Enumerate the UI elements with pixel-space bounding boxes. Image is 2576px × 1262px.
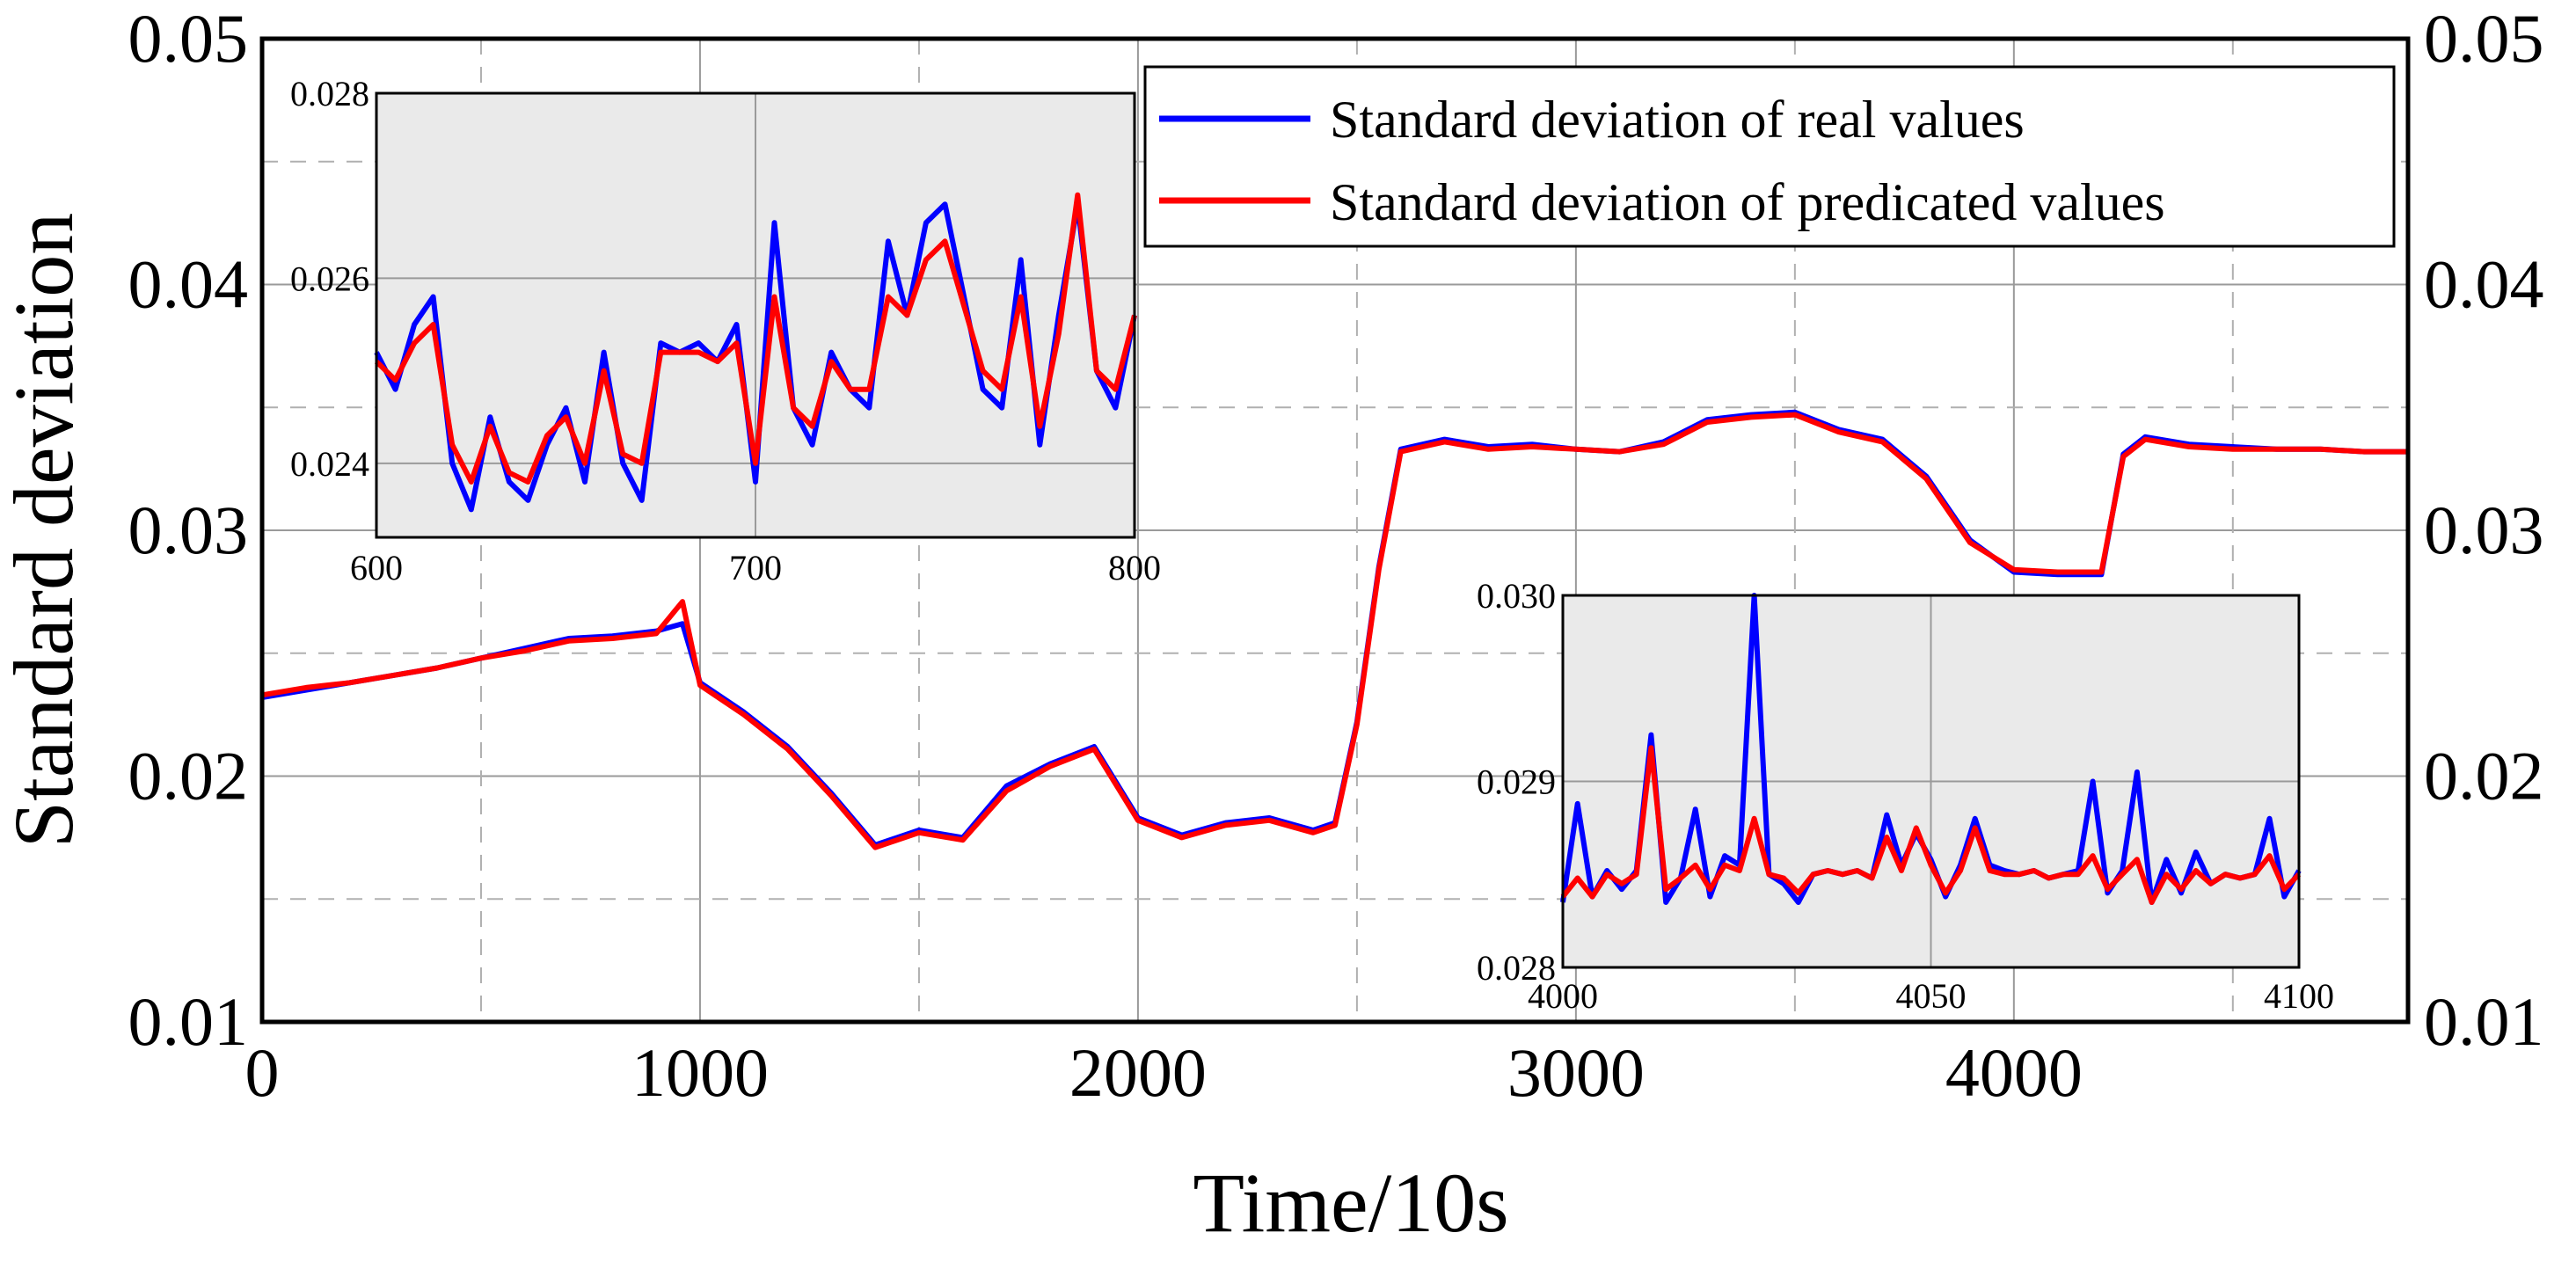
- legend: Standard deviation of real values Standa…: [1143, 65, 2396, 248]
- inset-2-ticks: 4000 4050 4100 0.028 0.029 0.030: [1477, 576, 2334, 1016]
- main-y-tick-label: 0.01: [128, 983, 249, 1060]
- x-axis-title: Time/10s: [1193, 1156, 1508, 1250]
- main-x-tick-label: 2000: [1069, 1034, 1207, 1111]
- legend-label-real: Standard deviation of real values: [1330, 91, 2025, 149]
- inset-1-ticks: 600 700 800 0.024 0.026 0.028: [290, 74, 1161, 587]
- main-right-y-tick-label: 0.05: [2424, 0, 2544, 77]
- inset-1-x-tick-label: 600: [350, 548, 403, 587]
- inset-2-x-tick-label: 4000: [1528, 976, 1598, 1016]
- main-series-predicted: [261, 412, 2408, 850]
- main-right-y-tick-label: 0.01: [2424, 983, 2544, 1060]
- main-right-y-tick-label: 0.04: [2424, 246, 2544, 323]
- inset-2-frame: [1561, 594, 2301, 969]
- main-x-tick-label: 1000: [631, 1034, 769, 1111]
- inset-1-series: [374, 192, 1137, 513]
- inset-2-y-tick-label: 0.030: [1477, 576, 1556, 616]
- main-x-tick-label: 0: [245, 1034, 280, 1111]
- inset-2-series: [1560, 593, 2302, 905]
- main-y-tick-label: 0.02: [128, 738, 249, 814]
- inset-plot-1: 600 700 800 0.024 0.026 0.028: [290, 74, 1161, 587]
- y-axis-title: Standard deviation: [0, 213, 91, 848]
- inset-1-y-tick-label: 0.024: [290, 444, 369, 484]
- inset-1-series-predicted: [374, 192, 1137, 485]
- main-right-y-tick-label: 0.02: [2424, 738, 2544, 814]
- legend-box: [1143, 65, 2396, 248]
- main-series: [261, 409, 2408, 850]
- inset-plot-2: 4000 4050 4100 0.028 0.029 0.030: [1477, 576, 2334, 1016]
- inset-1-y-tick-label: 0.028: [290, 74, 369, 113]
- legend-label-predicted: Standard deviation of predicated values: [1330, 173, 2165, 231]
- inset-1-frame: [375, 91, 1136, 539]
- inset-2-x-tick-label: 4100: [2264, 976, 2334, 1016]
- main-plot-frame: [259, 36, 2411, 1025]
- inset-2-x-tick-label: 4050: [1896, 976, 1967, 1016]
- inset-1-y-tick-label: 0.026: [290, 259, 369, 298]
- main-ticks: 0 1000 2000 3000 4000 0.01 0.02 0.03 0.04 0.05 0.0…: [128, 0, 2544, 1111]
- main-y-tick-label: 0.05: [128, 0, 249, 77]
- inset-2-y-tick-label: 0.029: [1477, 762, 1556, 802]
- main-x-tick-label: 4000: [1945, 1034, 2083, 1111]
- main-y-tick-label: 0.04: [128, 246, 249, 323]
- inset-2-y-tick-label: 0.028: [1477, 948, 1556, 988]
- inset-1-x-tick-label: 800: [1108, 548, 1161, 587]
- inset-1-x-tick-label: 700: [729, 548, 782, 587]
- main-right-y-tick-label: 0.03: [2424, 492, 2544, 568]
- main-y-tick-label: 0.03: [128, 492, 249, 568]
- main-x-tick-label: 3000: [1507, 1034, 1645, 1111]
- inset-2-series-predicted: [1560, 745, 2302, 905]
